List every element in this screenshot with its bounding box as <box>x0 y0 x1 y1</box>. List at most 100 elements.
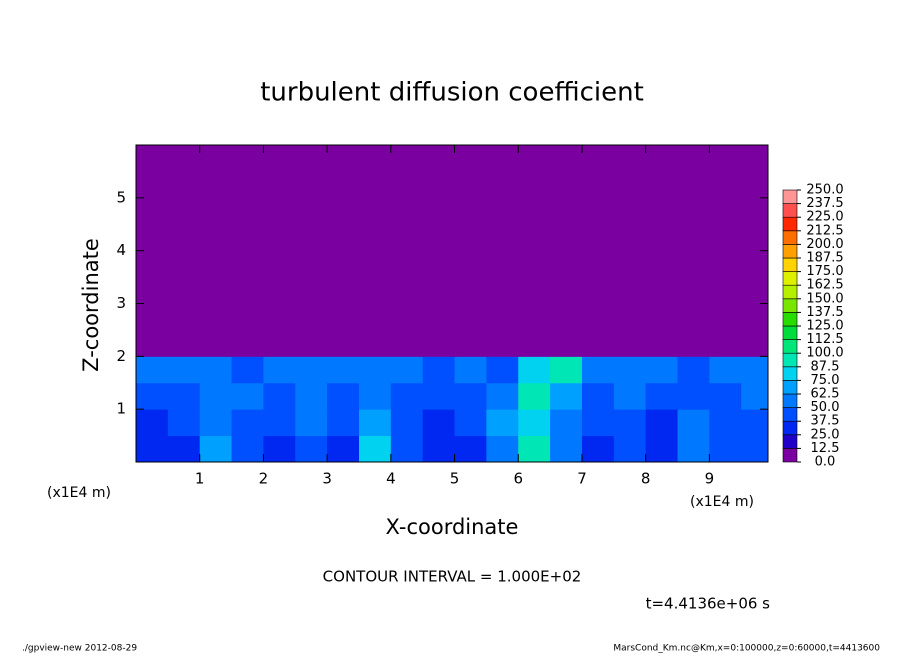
field-cell <box>518 197 551 225</box>
field-cell <box>327 435 360 462</box>
field-cell <box>199 435 233 462</box>
y-tick-label: 5 <box>116 188 126 206</box>
y-tick-label: 2 <box>116 347 126 365</box>
field-cell <box>550 382 583 410</box>
field-cell <box>263 197 296 225</box>
field-cell <box>454 356 487 384</box>
field-cell <box>518 329 551 357</box>
field-cell <box>358 277 392 304</box>
field-cell <box>486 224 519 252</box>
field-cell <box>709 224 742 252</box>
field-cell <box>581 250 615 278</box>
field-cell <box>741 435 768 462</box>
footer: ./gpview-new 2012-08-29 <box>22 644 137 654</box>
field-cell <box>358 356 392 384</box>
colorbar-swatch <box>782 366 798 381</box>
colorbar-swatch <box>782 325 798 340</box>
field-cell <box>677 382 710 410</box>
field-cell <box>167 250 201 278</box>
field-cell <box>677 303 710 331</box>
y-tick-label: 4 <box>116 241 126 259</box>
colorbar-label: 150.0 <box>806 291 843 306</box>
field-cell <box>390 329 424 357</box>
field-cell <box>358 435 392 462</box>
field-cell <box>550 171 583 199</box>
field-cell <box>709 435 742 462</box>
colorbar-label: 250.0 <box>806 183 843 198</box>
colorbar-swatch <box>782 230 798 245</box>
field-cell <box>518 435 551 462</box>
field-cell <box>390 145 424 172</box>
field-cell <box>550 197 583 225</box>
field-cell <box>231 303 264 331</box>
field-cell <box>422 303 456 331</box>
field-cell <box>327 409 360 437</box>
field-cell <box>390 409 424 437</box>
colorbar-swatch <box>782 257 798 272</box>
field-cell <box>709 303 742 331</box>
field-cell <box>231 197 264 225</box>
field-cell <box>358 171 392 199</box>
field-cell <box>390 197 424 225</box>
x-tick-label: 4 <box>386 470 396 488</box>
field-cell <box>136 303 169 331</box>
field-cell <box>136 435 169 462</box>
field-cell <box>518 171 551 199</box>
field-cell <box>231 356 264 384</box>
field-cell <box>581 171 615 199</box>
field-cell <box>741 277 768 304</box>
field-cell <box>263 329 296 357</box>
field-cell <box>613 250 647 278</box>
field-cell <box>486 356 519 384</box>
field-cell <box>167 197 201 225</box>
field-cell <box>358 145 392 172</box>
field-cell <box>422 382 456 410</box>
field-cell <box>486 382 519 410</box>
field-cell <box>486 277 519 304</box>
x-tick-label: 7 <box>577 470 587 488</box>
colorbar-label: 37.5 <box>811 414 840 429</box>
colorbar-swatch <box>782 380 798 395</box>
field-cell <box>358 224 392 252</box>
field-cell <box>741 197 768 225</box>
field-cell <box>709 356 742 384</box>
colorbar-label: 12.5 <box>811 441 840 456</box>
field-cell <box>358 250 392 278</box>
field-cell <box>231 277 264 304</box>
colorbar-swatch <box>782 189 798 204</box>
field-cell <box>645 303 679 331</box>
field-cell <box>454 382 487 410</box>
colorbar-label: 175.0 <box>806 264 843 279</box>
colorbar-swatch <box>782 203 798 218</box>
colorbar-label: 212.5 <box>806 223 843 238</box>
field-cell <box>518 382 551 410</box>
field-cell <box>167 409 201 437</box>
field-cell <box>295 409 328 437</box>
chart-title: turbulent diffusion coefficient <box>260 78 644 108</box>
field-cell <box>581 224 615 252</box>
field-cell <box>422 435 456 462</box>
field-cell <box>677 250 710 278</box>
field-cell <box>167 303 201 331</box>
field-cell <box>518 250 551 278</box>
field <box>136 145 768 462</box>
field-cell <box>263 171 296 199</box>
field-cell <box>454 250 487 278</box>
field-cell <box>295 224 328 252</box>
field-cell <box>741 356 768 384</box>
field-cell <box>327 171 360 199</box>
field-cell <box>454 171 487 199</box>
field-cell <box>518 145 551 172</box>
field-cell <box>422 197 456 225</box>
field-cell <box>613 435 647 462</box>
field-cell <box>422 250 456 278</box>
field-cell <box>199 409 233 437</box>
field-cell <box>199 277 233 304</box>
field-cell <box>741 382 768 410</box>
colorbar-label: 100.0 <box>806 346 843 361</box>
x-tick-label: 1 <box>195 470 205 488</box>
field-cell <box>741 171 768 199</box>
field-cell <box>645 382 679 410</box>
field-cell <box>709 197 742 225</box>
field-cell <box>550 356 583 384</box>
